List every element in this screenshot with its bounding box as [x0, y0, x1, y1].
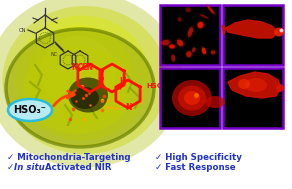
Ellipse shape	[245, 78, 267, 92]
Ellipse shape	[188, 27, 193, 37]
Ellipse shape	[198, 22, 204, 28]
FancyBboxPatch shape	[223, 68, 283, 128]
Text: ✓: ✓	[7, 163, 17, 172]
Ellipse shape	[3, 6, 168, 154]
FancyBboxPatch shape	[160, 68, 220, 128]
Text: CN: CN	[18, 28, 26, 33]
Ellipse shape	[71, 87, 99, 109]
FancyBboxPatch shape	[223, 5, 283, 65]
Ellipse shape	[200, 14, 208, 19]
Ellipse shape	[186, 51, 192, 57]
Ellipse shape	[186, 8, 191, 12]
Ellipse shape	[205, 96, 225, 108]
Ellipse shape	[276, 84, 284, 92]
Text: CN: CN	[82, 63, 94, 71]
Ellipse shape	[159, 38, 172, 47]
Ellipse shape	[191, 46, 197, 53]
Polygon shape	[228, 72, 281, 98]
Text: HSO₃⁻: HSO₃⁻	[13, 105, 46, 115]
Ellipse shape	[6, 29, 154, 147]
Ellipse shape	[196, 20, 205, 30]
Ellipse shape	[274, 28, 284, 36]
Ellipse shape	[185, 6, 192, 13]
Ellipse shape	[168, 43, 176, 50]
Ellipse shape	[178, 85, 206, 111]
FancyBboxPatch shape	[160, 5, 220, 65]
Ellipse shape	[175, 38, 185, 48]
Ellipse shape	[185, 50, 193, 59]
Ellipse shape	[0, 0, 182, 167]
Text: N: N	[125, 104, 131, 112]
Ellipse shape	[197, 13, 210, 20]
Ellipse shape	[27, 25, 133, 125]
Text: In situ: In situ	[14, 163, 45, 172]
Ellipse shape	[207, 5, 214, 14]
Ellipse shape	[186, 25, 194, 39]
Text: Activated NIR: Activated NIR	[42, 163, 112, 172]
Ellipse shape	[15, 15, 150, 140]
Ellipse shape	[171, 55, 175, 61]
Ellipse shape	[177, 16, 183, 23]
Ellipse shape	[238, 79, 250, 89]
Ellipse shape	[172, 80, 212, 116]
Ellipse shape	[161, 40, 170, 45]
Ellipse shape	[201, 46, 207, 56]
Ellipse shape	[8, 99, 52, 121]
Text: ✓ Fast Response: ✓ Fast Response	[155, 163, 236, 172]
Ellipse shape	[23, 46, 133, 134]
Ellipse shape	[169, 44, 175, 49]
Ellipse shape	[210, 49, 216, 55]
Text: ✓ High Specificity: ✓ High Specificity	[155, 153, 242, 162]
Text: HSO₃: HSO₃	[146, 83, 166, 89]
Ellipse shape	[206, 3, 216, 16]
Polygon shape	[222, 25, 226, 35]
Ellipse shape	[68, 77, 108, 112]
Ellipse shape	[177, 40, 183, 46]
Ellipse shape	[192, 47, 196, 52]
Ellipse shape	[41, 36, 116, 108]
Ellipse shape	[171, 53, 176, 63]
Ellipse shape	[202, 48, 206, 54]
Ellipse shape	[178, 17, 182, 22]
Ellipse shape	[184, 91, 200, 105]
Text: H: H	[119, 77, 125, 85]
Polygon shape	[226, 20, 278, 38]
Text: NC: NC	[71, 64, 83, 73]
Text: ✓ Mitochondria-Targeting: ✓ Mitochondria-Targeting	[7, 153, 131, 162]
Text: NC: NC	[51, 53, 58, 57]
Ellipse shape	[211, 50, 215, 54]
